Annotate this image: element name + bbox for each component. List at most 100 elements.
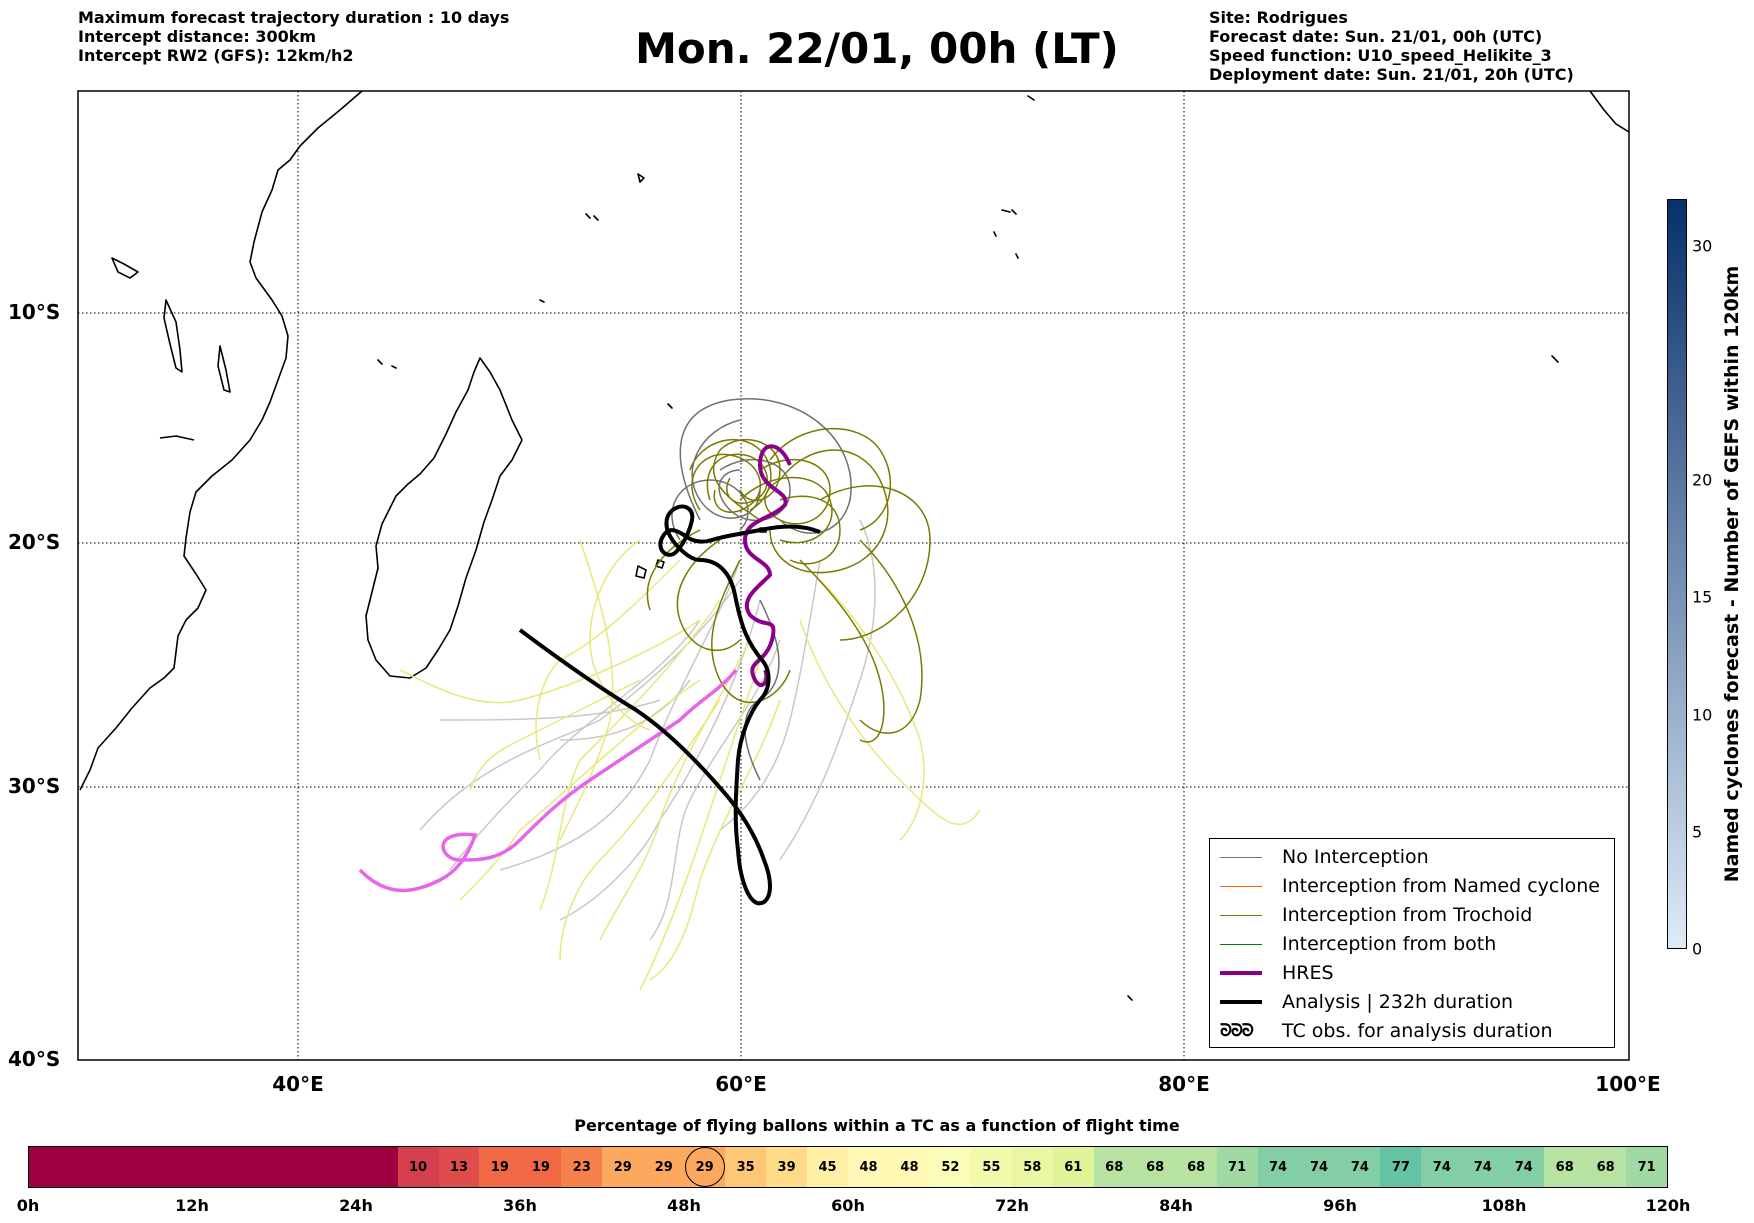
- time-label: 60h: [831, 1196, 865, 1215]
- legend-label: HRES: [1282, 962, 1334, 984]
- reunion-island: [655, 559, 665, 569]
- time-label: 120h: [1645, 1196, 1691, 1215]
- coastlines: [79, 90, 1630, 1001]
- percentage-cell: 29: [602, 1147, 644, 1187]
- lon-label-40e: 40°E: [272, 1072, 324, 1096]
- percentage-cell: 55: [970, 1147, 1012, 1187]
- header-left-line2: Intercept distance: 300km: [78, 27, 317, 46]
- lat-label-10s: 10°S: [8, 300, 61, 324]
- time-label: 96h: [1323, 1196, 1357, 1215]
- ensemble-tracks-light: [419, 519, 876, 941]
- legend-swatch: [1220, 1000, 1262, 1004]
- africa-coast: [79, 90, 363, 791]
- map-frame: [77, 90, 1630, 1061]
- maldives-islands: [1027, 95, 1035, 101]
- percentage-cell: 19: [520, 1147, 562, 1187]
- colorbar-tick-label: 0: [1692, 939, 1703, 959]
- chagos-islands: [993, 209, 1019, 259]
- time-label: 36h: [503, 1196, 537, 1215]
- analysis-track: [518, 504, 821, 906]
- header-right-line3: Speed function: U10_speed_Helikite_3: [1209, 46, 1552, 65]
- lake-victoria: [111, 257, 139, 279]
- tc-obs-icon: ᘐᘐᘐ: [1220, 1021, 1254, 1041]
- percentage-bar-title: Percentage of flying ballons within a TC…: [574, 1116, 1180, 1135]
- percentage-cell: 13: [438, 1147, 480, 1187]
- percentage-cell: 61: [1052, 1147, 1094, 1187]
- percentage-cell: 29: [684, 1147, 726, 1187]
- legend-item-named-cyclone: Interception from Named cyclone: [1220, 873, 1600, 899]
- percentage-cell: 71: [1216, 1147, 1258, 1187]
- hres-past-track: [358, 668, 738, 893]
- percentage-cell: 45: [807, 1147, 849, 1187]
- percentage-cell: 74: [1462, 1147, 1504, 1187]
- percentage-cell: 68: [1175, 1147, 1217, 1187]
- colorbar: [1667, 199, 1687, 949]
- time-label: 108h: [1481, 1196, 1527, 1215]
- percentage-cell: 23: [561, 1147, 603, 1187]
- percentage-cell: 74: [1421, 1147, 1463, 1187]
- percentage-cell-empty: [29, 1147, 398, 1187]
- percentage-cell: 58: [1011, 1147, 1053, 1187]
- header-left: Maximum forecast trajectory duration : 1…: [78, 8, 509, 65]
- percentage-cell: 35: [725, 1147, 767, 1187]
- lon-label-100e: 100°E: [1595, 1072, 1661, 1096]
- percentage-cell: 68: [1093, 1147, 1135, 1187]
- time-label: 24h: [339, 1196, 373, 1215]
- time-label: 48h: [667, 1196, 701, 1215]
- legend-label: No Interception: [1282, 846, 1429, 868]
- lon-label-60e: 60°E: [715, 1072, 767, 1096]
- legend-swatch: [1220, 856, 1262, 858]
- colorbar-tick-label: 10: [1692, 705, 1713, 725]
- header-left-line3: Intercept RW2 (GFS): 12km/h2: [78, 46, 354, 65]
- legend-label: TC obs. for analysis duration: [1282, 1020, 1553, 1042]
- percentage-cell: 74: [1298, 1147, 1340, 1187]
- legend-item-tc-obs: ᘐᘐᘐ TC obs. for analysis duration: [1220, 1018, 1553, 1044]
- time-label: 72h: [995, 1196, 1029, 1215]
- percentage-cell: 71: [1626, 1147, 1668, 1187]
- map-legend: No Interception Interception from Named …: [1209, 838, 1615, 1048]
- mauritius-island: [635, 565, 647, 579]
- percentage-cell: 48: [848, 1147, 889, 1187]
- comoros-islands: [377, 359, 397, 369]
- colorbar-tick-label: 5: [1692, 822, 1703, 842]
- colorbar-tick-label: 15: [1692, 587, 1713, 607]
- legend-item-analysis: Analysis | 232h duration: [1220, 989, 1513, 1015]
- percentage-cell: 68: [1544, 1147, 1586, 1187]
- legend-label: Interception from Trochoid: [1282, 904, 1533, 926]
- lat-label-40s: 40°S: [8, 1047, 61, 1071]
- zambezi-river: [159, 435, 195, 441]
- legend-swatch: [1220, 971, 1262, 975]
- percentage-cell: 10: [397, 1147, 439, 1187]
- header-right-line1: Site: Rodrigues: [1209, 8, 1348, 27]
- tromelin-island: [539, 299, 545, 303]
- trochoid-tracks: [646, 427, 931, 743]
- colorbar-label: Named cyclones forecast - Number of GEFS…: [1721, 265, 1743, 883]
- percentage-cell: 29: [643, 1147, 685, 1187]
- percentage-cell: 19: [479, 1147, 521, 1187]
- cocos-islands: [1551, 355, 1559, 363]
- percentage-cell: 74: [1503, 1147, 1545, 1187]
- time-label: 12h: [175, 1196, 209, 1215]
- percentage-cell: 48: [888, 1147, 930, 1187]
- legend-swatch: [1220, 914, 1262, 916]
- percentage-cell: 52: [929, 1147, 971, 1187]
- time-label: 84h: [1159, 1196, 1193, 1215]
- hres-track: [742, 444, 792, 687]
- legend-label: Interception from Named cyclone: [1282, 875, 1600, 897]
- seychelles-islands: [585, 173, 645, 221]
- map-grid: [78, 91, 1629, 1060]
- lat-label-20s: 20°S: [8, 530, 61, 554]
- header-right: Site: Rodrigues Forecast date: Sun. 21/0…: [1209, 8, 1574, 84]
- legend-item-both: Interception from both: [1220, 931, 1496, 957]
- header-right-line2: Forecast date: Sun. 21/01, 00h (UTC): [1209, 27, 1543, 46]
- percentage-bar: 10 13 19 19 23 29 29 29 35 39 45 48 48 52 55 58 61 68 68 68…: [28, 1146, 1668, 1188]
- agalega-islands: [667, 403, 673, 409]
- percentage-cell: 68: [1585, 1147, 1627, 1187]
- legend-swatch: [1220, 885, 1262, 887]
- legend-item-trochoid: Interception from Trochoid: [1220, 902, 1532, 928]
- lake-malawi: [217, 345, 231, 393]
- percentage-cell: 74: [1257, 1147, 1299, 1187]
- percentage-cell: 74: [1339, 1147, 1381, 1187]
- colorbar-tick-label: 30: [1692, 236, 1713, 256]
